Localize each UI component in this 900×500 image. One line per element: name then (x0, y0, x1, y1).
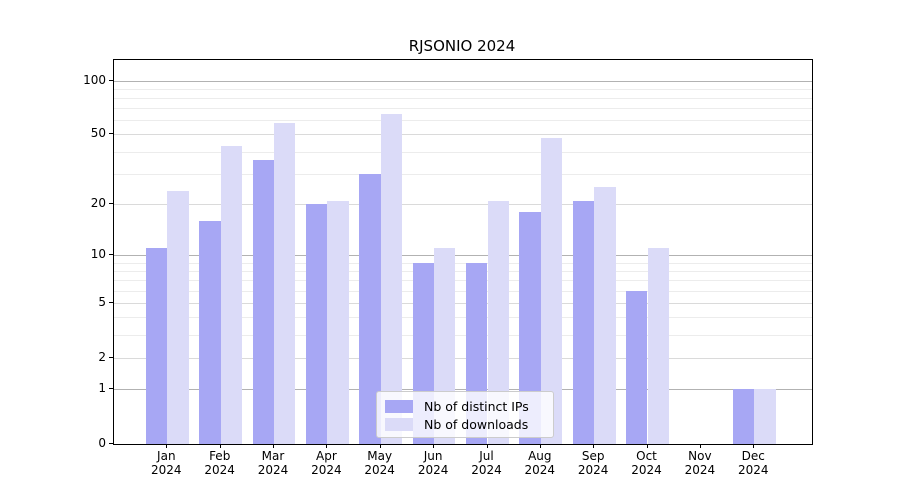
gridline-y-100 (114, 80, 812, 82)
y-tick-mark-10 (109, 254, 113, 256)
x-tick-label-sep: Sep 2024 (577, 449, 609, 477)
gridline-y-1 (114, 389, 812, 391)
x-tick-label-mar: Mar 2024 (257, 449, 289, 477)
legend-label-downloads: Nb of downloads (424, 417, 529, 432)
gridline-y-3 (114, 334, 812, 336)
gridline-y-50 (114, 134, 812, 136)
x-tick-mark-nov (699, 444, 701, 448)
gridline-y-5 (114, 302, 812, 304)
x-tick-label-jul: Jul 2024 (471, 449, 502, 477)
x-tick-label-aug: Aug 2024 (524, 449, 556, 477)
bar-jan-downloads (167, 190, 189, 444)
y-tick-label-5: 5 (98, 294, 106, 309)
gridline-y-9 (114, 262, 812, 264)
x-tick-mark-aug (539, 444, 541, 448)
y-tick-mark-50 (109, 133, 113, 135)
x-tick-mark-jun (433, 444, 435, 448)
x-tick-mark-jul (486, 444, 488, 448)
gridline-y-70 (114, 108, 812, 110)
bar-dec-distinct-ips (732, 389, 755, 444)
bar-sep-distinct-ips (572, 200, 595, 444)
x-tick-mark-sep (593, 444, 595, 448)
x-tick-label-may: May 2024 (364, 449, 395, 477)
gridline-y-8 (114, 270, 812, 272)
x-tick-label-feb: Feb 2024 (204, 449, 235, 477)
y-tick-label-10: 10 (90, 247, 106, 262)
x-tick-mark-jan (166, 444, 168, 448)
bar-oct-distinct-ips (626, 290, 648, 444)
y-tick-label-2: 2 (98, 349, 106, 364)
gridline-y-80 (114, 97, 812, 99)
bar-aug-downloads (540, 137, 563, 444)
bar-jan-distinct-ips (145, 248, 168, 444)
x-tick-mark-oct (646, 444, 648, 448)
y-tick-label-100: 100 (83, 72, 106, 87)
bar-dec-downloads (754, 389, 776, 444)
gridline-y-30 (114, 173, 812, 175)
gridline-y-2 (114, 357, 812, 359)
bar-oct-downloads (647, 248, 669, 444)
bar-apr-distinct-ips (306, 204, 328, 444)
bar-may-downloads (380, 114, 403, 444)
x-tick-mark-apr (326, 444, 328, 448)
bar-mar-distinct-ips (252, 159, 274, 444)
x-tick-label-apr: Apr 2024 (311, 449, 342, 477)
gridline-y-10 (114, 255, 812, 257)
legend-swatch-distinct-ips (385, 400, 413, 413)
gridline-y-40 (114, 151, 812, 153)
x-tick-label-oct: Oct 2024 (631, 449, 662, 477)
chart-title: RJSONIO 2024 (408, 37, 516, 55)
legend: Nb of distinct IPs Nb of downloads (376, 391, 554, 438)
y-tick-mark-0 (109, 443, 113, 444)
y-tick-mark-5 (109, 301, 113, 303)
bar-may-distinct-ips (359, 173, 381, 444)
legend-swatch-downloads (385, 418, 413, 431)
bar-sep-downloads (594, 187, 616, 444)
gridline-y-4 (114, 317, 812, 319)
x-tick-label-nov: Nov 2024 (684, 449, 716, 477)
x-tick-mark-may (379, 444, 381, 448)
bar-feb-downloads (220, 145, 243, 444)
bar-jul-downloads (487, 200, 509, 444)
y-tick-mark-100 (109, 79, 113, 81)
x-tick-label-dec: Dec 2024 (738, 449, 769, 477)
x-tick-label-jan: Jan 2024 (151, 449, 182, 477)
x-tick-label-jun: Jun 2024 (417, 449, 449, 477)
x-tick-mark-feb (219, 444, 221, 448)
gridline-y-7 (114, 280, 812, 282)
bar-mar-downloads (274, 122, 296, 444)
legend-label-distinct-ips: Nb of distinct IPs (424, 399, 529, 414)
y-tick-mark-20 (109, 203, 113, 205)
x-tick-mark-dec (753, 444, 755, 448)
gridline-y-6 (114, 290, 812, 292)
plot-area (113, 59, 813, 445)
bar-aug-distinct-ips (519, 212, 541, 444)
y-tick-mark-2 (109, 356, 113, 358)
gridline-y-60 (114, 120, 812, 122)
legend-item-distinct-ips: Nb of distinct IPs (385, 398, 553, 415)
y-tick-label-50: 50 (90, 126, 106, 141)
y-tick-mark-1 (109, 388, 113, 390)
x-tick-mark-mar (273, 444, 274, 448)
gridline-y-20 (114, 204, 812, 206)
legend-item-downloads: Nb of downloads (385, 416, 553, 433)
y-tick-label-20: 20 (90, 196, 106, 211)
bar-apr-downloads (327, 200, 349, 444)
bar-feb-distinct-ips (199, 220, 221, 444)
y-tick-label-1: 1 (98, 381, 106, 396)
gridline-y-90 (114, 88, 812, 90)
y-tick-label-0: 0 (98, 436, 106, 450)
